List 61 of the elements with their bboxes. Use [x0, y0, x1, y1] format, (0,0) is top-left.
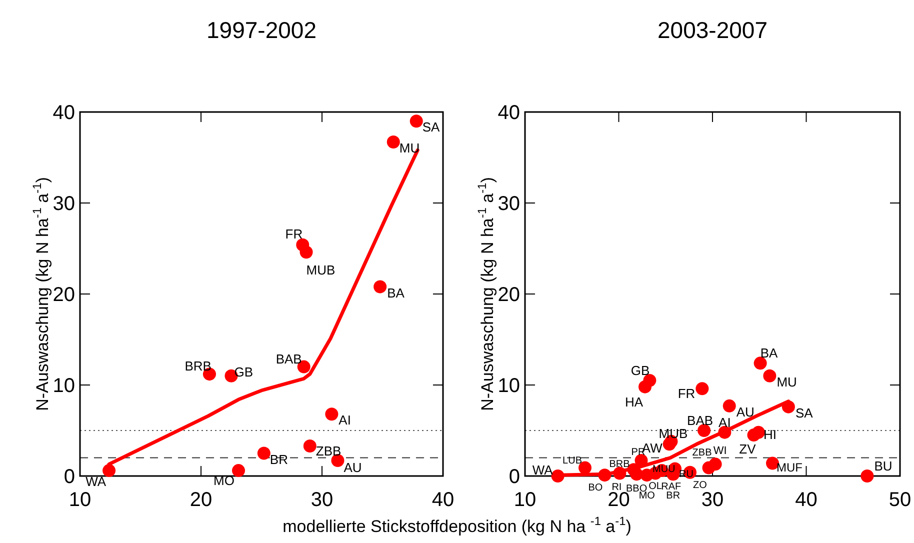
y-tick-label: 20	[52, 284, 75, 306]
annotation: AI	[718, 414, 731, 430]
annotation: AU	[344, 460, 362, 476]
annotation: MUB	[306, 262, 336, 278]
annotation: BAB	[687, 413, 714, 428]
chart-title: 1997-2002	[206, 17, 316, 43]
annotation: BR	[666, 490, 680, 502]
y-tick-label: 10	[52, 375, 75, 397]
y-tick-label: 40	[498, 102, 520, 124]
annotation: ZV	[739, 442, 756, 457]
x-tick-label: 40	[795, 489, 818, 511]
x-tick-label: 30	[310, 489, 334, 511]
annotation: SA	[422, 120, 440, 135]
annotation: MUB	[658, 426, 688, 441]
annotation: SA	[795, 405, 814, 420]
annotation: WA	[86, 474, 106, 490]
annotation: HI	[763, 426, 776, 442]
y-tick-label: 30	[498, 193, 520, 215]
annotation: BU	[874, 458, 892, 474]
chart-title: 2003-2007	[658, 17, 768, 43]
annotation: FR	[285, 226, 303, 242]
annotation: BAB	[276, 351, 302, 366]
x-tick-label: 40	[432, 489, 454, 511]
x-tick-label: 10	[68, 489, 92, 511]
annotation: AU	[736, 404, 754, 420]
annotation: LUB	[562, 455, 582, 466]
annotation: BA	[760, 346, 778, 361]
x-tick-label: 30	[701, 489, 724, 511]
y-tick-label: 30	[52, 193, 75, 215]
x-tick-label: 50	[888, 489, 912, 511]
annotation: FR	[678, 386, 696, 402]
annotation: OL	[648, 480, 662, 492]
annotation: RI	[612, 482, 622, 493]
annotation: RAF	[661, 482, 682, 493]
y-tick-label: 40	[52, 102, 75, 124]
x-tick-label: 20	[190, 489, 212, 511]
annotation: AI	[338, 412, 351, 428]
annotation: MUF	[776, 460, 802, 474]
y-tick-label: 20	[498, 284, 520, 306]
annotation: GB	[630, 363, 650, 378]
annotation: GB	[234, 364, 254, 380]
annotation: BA	[387, 285, 405, 300]
annotation: HA	[624, 394, 644, 410]
annotation: BO	[588, 482, 603, 494]
annotation: ZBB	[692, 447, 712, 458]
annotation: WI	[713, 445, 727, 458]
annotation: BRB	[184, 358, 212, 374]
annotation: BRB	[609, 459, 630, 470]
annotation: BR	[270, 452, 288, 467]
annotation: ZBB	[316, 444, 342, 459]
annotation: MUU	[652, 464, 676, 476]
y-tick-label: 0	[508, 466, 520, 488]
annotation: RU	[679, 469, 694, 480]
x-tick-label: 10	[514, 489, 536, 511]
annotation: WA	[532, 462, 554, 478]
y-tick-label: 0	[64, 466, 75, 488]
y-tick-label: 10	[498, 375, 520, 397]
annotation: MU	[776, 374, 797, 390]
x-axis-title: modellierte Stickstoffdeposition (kg N ha $^{-1}$ a$^{-1}$)	[282, 514, 632, 536]
annotation: ZO	[693, 480, 708, 491]
annotation: MU	[399, 140, 420, 156]
